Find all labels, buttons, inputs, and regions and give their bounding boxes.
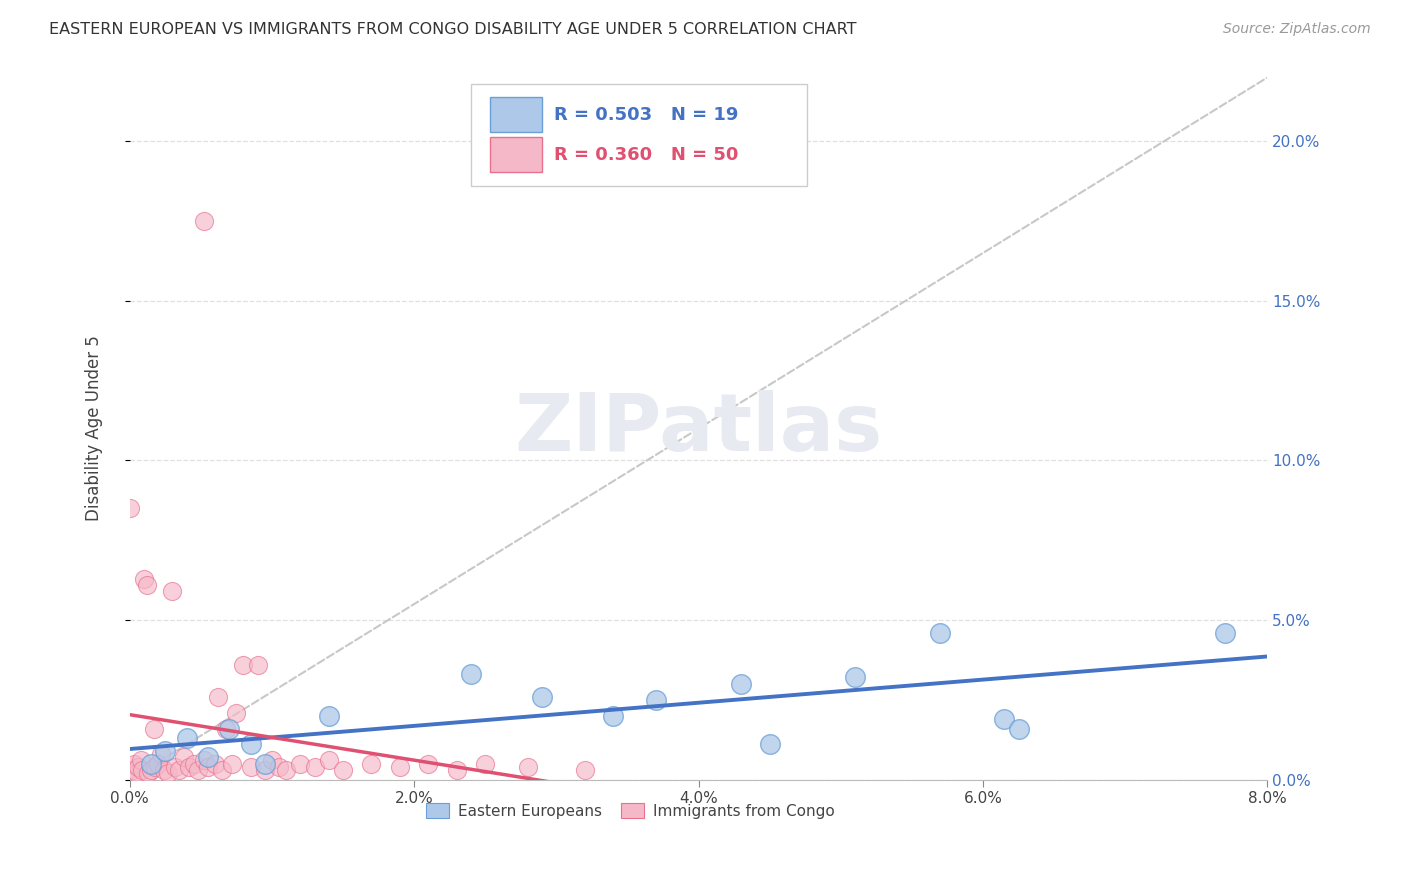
Point [149,747,172,761]
Point [193,754,215,768]
Point [183,756,205,771]
Point [215,722,238,736]
Point [318,708,340,723]
Point [758,738,780,752]
Point [211,763,233,777]
Point [844,670,866,684]
Point [993,712,1015,726]
Point [139,756,162,771]
Point [239,738,262,752]
Point [143,760,166,774]
Point [169,763,191,777]
Point [645,693,668,707]
Legend: Eastern Europeans, Immigrants from Congo: Eastern Europeans, Immigrants from Congo [420,797,841,824]
Point [929,625,952,640]
Point [165,760,187,774]
FancyBboxPatch shape [471,85,807,186]
Point [179,760,201,774]
Point [122,756,145,771]
Text: R = 0.360   N = 50: R = 0.360 N = 50 [554,145,738,163]
Point [574,763,596,777]
Point [155,744,177,758]
Point [131,763,153,777]
Point [121,763,143,777]
Point [125,766,148,780]
Point [162,584,184,599]
Point [246,657,269,672]
Point [318,754,340,768]
Point [1213,625,1236,640]
Point [232,657,254,672]
Point [1007,722,1029,736]
Point [460,667,482,681]
FancyBboxPatch shape [491,137,541,172]
Point [197,750,219,764]
Point [221,756,243,771]
Point [187,763,209,777]
Point [129,754,152,768]
Point [176,731,198,745]
Text: EASTERN EUROPEAN VS IMMIGRANTS FROM CONGO DISABILITY AGE UNDER 5 CORRELATION CHA: EASTERN EUROPEAN VS IMMIGRANTS FROM CONG… [49,22,856,37]
Point [446,763,468,777]
Point [388,760,411,774]
Point [157,766,180,780]
Point [197,760,219,774]
Point [207,690,229,704]
Point [516,760,538,774]
Point [225,706,247,720]
Text: R = 0.503   N = 19: R = 0.503 N = 19 [554,105,738,124]
Point [304,760,326,774]
Point [218,722,240,736]
Text: ZIPatlas: ZIPatlas [515,390,883,467]
Point [135,578,157,592]
Point [260,754,283,768]
Point [332,763,354,777]
Point [360,756,382,771]
Point [253,763,276,777]
Point [290,756,312,771]
Point [474,756,496,771]
Point [253,756,276,771]
Point [239,760,262,774]
FancyBboxPatch shape [491,97,541,132]
Point [173,750,195,764]
Point [132,572,155,586]
Point [193,214,215,228]
Point [136,766,159,780]
Point [118,501,141,516]
Y-axis label: Disability Age Under 5: Disability Age Under 5 [86,335,103,522]
Point [267,760,290,774]
Point [730,677,752,691]
Point [204,756,226,771]
Point [418,756,440,771]
Point [531,690,554,704]
Point [142,722,165,736]
Point [153,763,176,777]
Point [276,763,298,777]
Text: Source: ZipAtlas.com: Source: ZipAtlas.com [1223,22,1371,37]
Point [139,763,162,777]
Point [146,756,169,771]
Point [602,708,624,723]
Point [127,760,149,774]
